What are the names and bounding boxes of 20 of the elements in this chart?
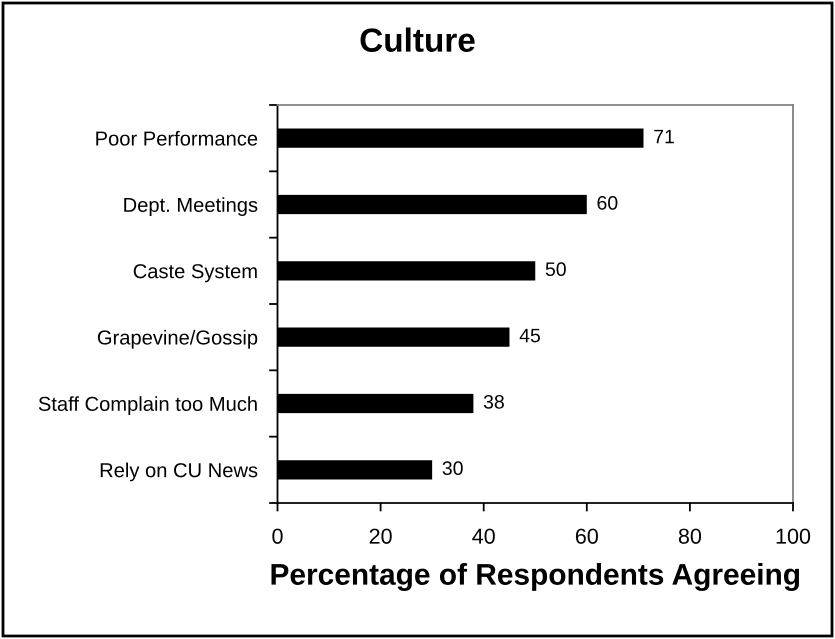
- y-tick-label: Grapevine/Gossip: [98, 330, 258, 349]
- chart-title: Culture: [360, 27, 475, 52]
- y-tick-label: Caste System: [134, 264, 257, 282]
- y-tick-label: Rely on CU News: [100, 462, 258, 482]
- data-label: 38: [484, 394, 504, 409]
- data-label: 30: [442, 461, 463, 476]
- data-label: 60: [598, 196, 618, 210]
- x-tick-label: 40: [472, 528, 495, 544]
- y-tick-label: Poor Performance: [96, 130, 258, 146]
- data-label: 45: [520, 328, 540, 342]
- y-tick-label: Staff Complain too Much: [38, 396, 257, 415]
- x-tick-label: 80: [678, 528, 702, 544]
- x-tick-label: 100: [776, 528, 810, 544]
- data-label: 50: [546, 262, 566, 276]
- y-tick-label: Dept. Meetings: [124, 197, 258, 216]
- x-tick-label: 20: [370, 528, 392, 544]
- x-tick-label: 60: [576, 528, 598, 544]
- data-label: 71: [654, 130, 674, 144]
- x-axis-title: Percentage of Respondents Agreeing: [272, 563, 800, 591]
- x-tick-label: 0: [272, 528, 283, 544]
